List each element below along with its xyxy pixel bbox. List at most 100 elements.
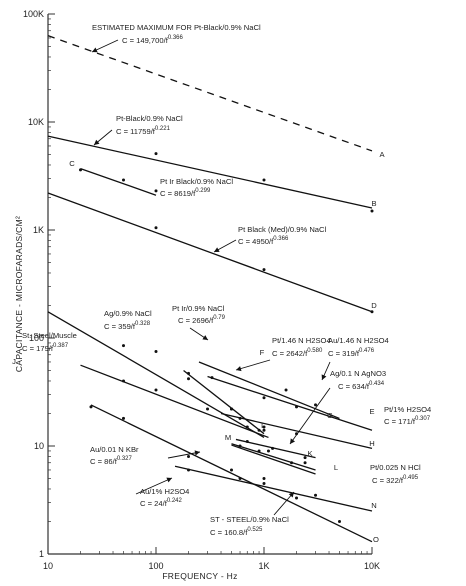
y-tick-label: 10: [34, 441, 44, 451]
data-point-b: [154, 152, 158, 156]
leader-line-e: [235, 359, 271, 371]
curve-annotation-f: C = 2696/f0.79: [178, 315, 226, 325]
data-point-n: [238, 477, 242, 481]
series-line-c: [80, 168, 157, 196]
x-tick-label: 10: [43, 561, 53, 571]
series-line-h: [220, 412, 373, 450]
data-point-c: [121, 178, 125, 182]
curve-letter-j: J: [12, 357, 16, 366]
data-point-h: [262, 425, 266, 429]
data-point-o: [229, 468, 233, 472]
series-line-g: [198, 361, 340, 420]
x-tick-label: 10K: [364, 561, 380, 571]
data-point-g: [284, 388, 288, 392]
leader-line-n: [135, 477, 173, 495]
curve-annotation-l: Pt/0.025 N HCl: [370, 463, 421, 472]
series-line-o: [90, 404, 373, 543]
curve-letter-d: D: [371, 301, 377, 310]
leader-arrow-o: [288, 492, 294, 498]
data-point-i: [262, 428, 266, 432]
curve-annotation-e: Pt/1.46 N H2SO4: [272, 336, 331, 345]
data-point-h: [238, 416, 242, 420]
series-line-f: [183, 370, 265, 435]
data-point-k: [271, 446, 275, 450]
data-point-n: [262, 481, 266, 485]
curve-letter-m: M: [225, 433, 231, 442]
leader-arrow-m: [194, 450, 200, 456]
leader-line-m: [167, 451, 201, 459]
data-point-l: [290, 461, 294, 465]
data-point-o: [187, 454, 191, 458]
axes: 1 10 100 1K 10K 100K 10 100 1K 10K FREQUENCY - Hz C…: [14, 9, 380, 581]
data-point-c: [79, 168, 83, 172]
curve-letter-k: K: [307, 449, 312, 458]
curve-annotation-m: C = 86/f0.327: [90, 456, 132, 466]
curve-letter-e: E: [369, 407, 374, 416]
curve-annotation-j: St. Steel/Muscle: [22, 331, 77, 340]
data-point-n: [187, 468, 191, 472]
data-point-f: [257, 428, 261, 432]
data-point-j: [154, 388, 158, 392]
curve-letter-g: G: [327, 411, 333, 420]
data-point-n: [314, 493, 318, 497]
series-line-j: [80, 364, 269, 439]
curve-annotation-d: C = 4950/f0.366: [238, 236, 289, 246]
leader-arrow-b: [94, 139, 100, 145]
curve-annotation-b: C = 11759/f0.221: [116, 126, 171, 136]
curve-letter-o: O: [373, 535, 379, 544]
leader-line-o: [273, 491, 295, 516]
series-line-a: [47, 35, 373, 152]
data-point-k: [303, 456, 307, 460]
curve-letter-b: B: [371, 199, 376, 208]
data-point-i: [154, 349, 158, 353]
y-tick-label: 10K: [28, 117, 44, 127]
curve-annotation-d: Pt Black (Med)/0.9% NaCl: [238, 225, 327, 234]
data-point-f: [229, 407, 233, 411]
x-tick-label: 1K: [258, 561, 269, 571]
y-axis-title: CAPACITANCE - MICROFARADS/CM²: [14, 216, 24, 372]
curve-annotation-k: Ag/0.1 N AgNO3: [330, 369, 386, 378]
curve-annotation-g: C = 319/f0.476: [328, 348, 375, 358]
curve-annotation-i: Ag/0.9% NaCl: [104, 309, 152, 318]
data-point-g: [314, 403, 318, 407]
leader-arrow-a: [92, 47, 98, 53]
curve-annotation-i: C = 359/f0.328: [104, 321, 151, 331]
curve-letter-l: L: [334, 463, 338, 472]
data-point-c: [154, 189, 158, 193]
data-point-l: [257, 449, 261, 453]
curve-annotation-f: Pt Ir/0.9% NaCl: [172, 304, 225, 313]
curve-letter-i: I: [261, 421, 263, 430]
data-point-j: [121, 379, 125, 383]
curve-annotation-l: C = 322/f0.495: [372, 475, 419, 485]
curve-annotation-c: Pt Ir Black/0.9% NaCl: [160, 177, 233, 186]
curve-annotation-n: Au/1% H2SO4: [140, 487, 189, 496]
x-axis-title: FREQUENCY - Hz: [162, 571, 237, 581]
leader-arrow-n: [166, 477, 172, 483]
data-point-m: [238, 444, 242, 448]
data-point-o: [89, 405, 93, 409]
curve-letter-n: N: [371, 501, 376, 510]
curve-annotation-n: C = 24/f0.242: [140, 498, 182, 508]
data-point-b: [262, 178, 266, 182]
leader-arrow-k: [290, 438, 296, 444]
curve-annotation-b: Pt-Black/0.9% NaCl: [116, 114, 183, 123]
curve-annotation-a: C = 149,700/f0.366: [122, 35, 183, 45]
series-line-n: [174, 465, 373, 512]
leader-arrow-g: [321, 374, 327, 380]
data-point-e: [210, 376, 214, 380]
curve-annotation-g: Au/1.46 N H2SO4: [328, 336, 389, 345]
series-line-d: [47, 192, 373, 313]
data-point-f: [187, 371, 191, 375]
data-point-m: [303, 461, 307, 465]
data-point-i: [187, 377, 191, 381]
data-point-o: [262, 477, 266, 481]
series-line-i: [47, 311, 265, 439]
y-tick-label: 100K: [23, 9, 44, 19]
curve-letter-c: C: [69, 159, 75, 168]
curve-annotation-h: C = 171/f0.307: [384, 416, 431, 426]
curve-annotation-j: C = 179/f0.387: [22, 343, 69, 353]
series-lines: [47, 35, 373, 543]
curve-letter-a: A: [379, 150, 385, 159]
leader-arrow-f: [202, 335, 208, 340]
